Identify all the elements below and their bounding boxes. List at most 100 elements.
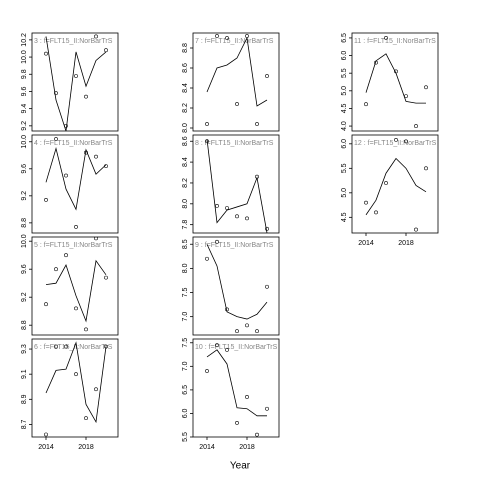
y-tick-label: 9.2 (21, 121, 28, 131)
y-tick-label: 4.0 (341, 121, 348, 131)
fit-line (206, 244, 268, 320)
x-tick-label: 2018 (398, 240, 414, 247)
panel: 8 : f=FLT15_II:NorBarTrS (195, 139, 274, 233)
panel: 9 : f=FLT15_II:NorBarTrS (195, 239, 274, 334)
point (94, 237, 98, 241)
y-tick-label: 8.0 (182, 263, 189, 273)
point (215, 343, 219, 348)
y-tick-label: 9.8 (21, 69, 28, 79)
point (74, 74, 78, 78)
y-tick-label: 6.0 (182, 408, 189, 418)
point (374, 60, 378, 65)
x-tick-label: 2018 (78, 444, 94, 451)
panel: 10 : f=FLT15_II:NorBarTrS (195, 343, 278, 437)
point (215, 239, 219, 244)
point (215, 203, 219, 208)
y-tick-label: 5.5 (182, 432, 189, 442)
point (225, 347, 229, 352)
point (424, 166, 428, 171)
panel-title: 3 : f=FLT15_II:NorBarTrS (34, 38, 113, 45)
y-tick-label: 8.8 (182, 43, 189, 53)
panel: 5 : f=FLT15_II:NorBarTrS (34, 237, 113, 332)
y-tick-label: 7.0 (182, 312, 189, 322)
point (84, 94, 88, 99)
point (94, 34, 98, 39)
y-tick-label: 8.4 (182, 157, 189, 167)
x-tick-label: 2014 (38, 444, 54, 451)
panel: 4 : f=FLT15_II:NorBarTrS (34, 137, 113, 229)
point (54, 344, 58, 349)
point (374, 210, 378, 215)
point (414, 227, 418, 232)
fit-line (45, 146, 107, 211)
point (64, 173, 68, 178)
point (265, 406, 269, 411)
y-tick-label: 5.0 (341, 86, 348, 96)
point (384, 36, 388, 40)
panel-frame (192, 338, 280, 438)
panel-title: 12 : f=FLT15_II:NorBarTrS (354, 140, 437, 147)
y-tick-label: 9.6 (21, 164, 28, 174)
point (414, 124, 418, 128)
panel: 12 : f=FLT15_II:NorBarTrS (354, 137, 437, 232)
y-tick-label: 9.4 (21, 104, 28, 114)
y-tick-label: 8.4 (182, 83, 189, 93)
y-tick-label: 9.6 (21, 86, 28, 96)
panel-frame (192, 134, 280, 234)
y-tick-label: 8.5 (182, 239, 189, 249)
panel-frame (351, 134, 439, 234)
point (104, 164, 108, 168)
point (245, 34, 249, 38)
point (404, 139, 408, 144)
panel: 7 : f=FLT15_II:NorBarTrS (195, 34, 274, 126)
y-tick-label: 8.8 (21, 218, 28, 228)
y-tick-label: 8.0 (182, 123, 189, 133)
y-tick-label: 7.8 (182, 220, 189, 230)
point (94, 154, 98, 159)
fit-line (206, 36, 268, 107)
point (205, 139, 209, 144)
point (255, 122, 259, 126)
point (235, 329, 239, 334)
point (44, 197, 48, 202)
point (64, 344, 68, 349)
y-tick-label: 9.6 (21, 264, 28, 274)
point (245, 395, 249, 399)
y-tick-label: 9.3 (21, 344, 28, 354)
point (44, 302, 48, 307)
panel-frame (31, 32, 119, 132)
y-tick-label: 5.5 (341, 163, 348, 173)
point (64, 253, 68, 258)
y-tick-label: 8.9 (21, 394, 28, 404)
point (74, 306, 78, 311)
point (54, 137, 58, 141)
y-tick-label: 4.5 (341, 212, 348, 222)
y-tick-label: 7.5 (182, 288, 189, 298)
point (54, 267, 58, 272)
point (84, 327, 88, 332)
point (265, 226, 269, 231)
y-tick-label: 6.0 (341, 139, 348, 149)
point (215, 34, 219, 38)
y-tick-label: 10.0 (21, 50, 28, 64)
point (44, 51, 48, 56)
panel-title: 7 : f=FLT15_II:NorBarTrS (195, 38, 274, 45)
point (364, 200, 368, 205)
panel-title: 9 : f=FLT15_II:NorBarTrS (195, 242, 274, 249)
y-tick-label: 6.0 (341, 51, 348, 61)
point (225, 206, 229, 210)
point (404, 94, 408, 99)
y-tick-label: 9.2 (21, 292, 28, 302)
y-tick-label: 9.1 (21, 369, 28, 379)
x-axis-label: Year (230, 461, 251, 472)
panel-title: 10 : f=FLT15_II:NorBarTrS (195, 344, 278, 351)
y-tick-label: 8.0 (182, 199, 189, 209)
fit-line (206, 349, 267, 417)
x-tick-label: 2014 (358, 240, 374, 247)
panel-frame (31, 236, 119, 336)
y-tick-label: 6.5 (341, 33, 348, 43)
point (235, 102, 239, 106)
y-tick-label: 8.2 (182, 178, 189, 188)
panel-frame (31, 134, 119, 234)
